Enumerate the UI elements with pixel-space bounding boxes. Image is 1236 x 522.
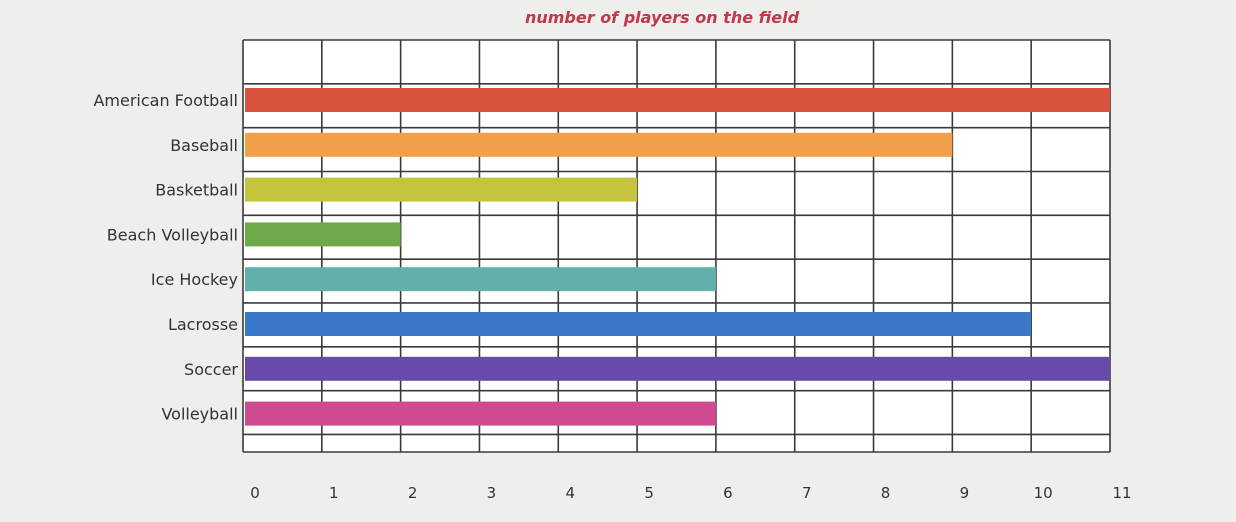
x-tick-label: 2 [408, 484, 418, 502]
bar [245, 88, 1110, 112]
category-label: Basketball [155, 181, 238, 200]
x-tick-label: 11 [1112, 484, 1131, 502]
bar [245, 132, 953, 157]
x-tick-label: 10 [1034, 484, 1053, 502]
category-label: Ice Hockey [151, 270, 238, 289]
x-tick-label: 3 [487, 484, 497, 502]
bar [245, 401, 716, 426]
bar [245, 222, 401, 247]
x-tick-label: 0 [250, 484, 260, 502]
x-tick-label: 7 [802, 484, 812, 502]
x-tick-label: 9 [960, 484, 970, 502]
bars [245, 88, 1110, 426]
x-tick-label: 8 [881, 484, 891, 502]
x-tick-label: 4 [565, 484, 575, 502]
x-tick-label: 6 [723, 484, 733, 502]
category-label: Baseball [170, 136, 238, 155]
category-label: Soccer [184, 360, 238, 379]
bar [245, 312, 1032, 336]
category-label: Beach Volleyball [107, 225, 238, 244]
x-tick-label: 5 [644, 484, 654, 502]
category-label: Volleyball [161, 405, 238, 424]
bar [245, 356, 1110, 381]
category-label: American Football [93, 91, 238, 110]
bar [245, 177, 638, 202]
bar [245, 267, 716, 292]
category-label: Lacrosse [168, 315, 238, 334]
x-tick-label: 1 [329, 484, 339, 502]
category-labels: American Football Baseball Basketball Beach… [93, 91, 238, 424]
x-tick-labels: 0 1 2 3 4 5 6 7 8 9 10 11 [250, 484, 1131, 502]
chart-title: number of players on the field [525, 8, 800, 27]
